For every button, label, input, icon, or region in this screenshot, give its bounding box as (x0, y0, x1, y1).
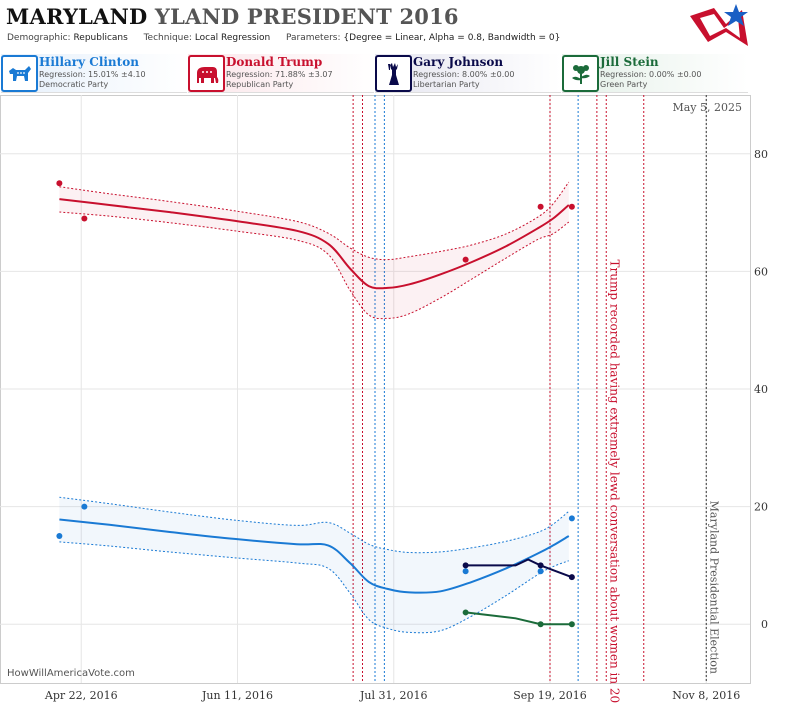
candidate-name: Hillary Clinton (39, 55, 139, 69)
page-title: MARYLAND YLAND PRESIDENT 2016 (6, 4, 459, 29)
band-upper (59, 181, 570, 261)
candidate-name: Jill Stein (600, 55, 659, 69)
site-logo-icon[interactable] (686, 2, 752, 48)
candidate-legend: Hillary Clinton Regression: 15.01% ±4.10… (0, 54, 789, 94)
confidence-band (59, 182, 569, 319)
candidate-regression: Regression: 0.00% ±0.00 (600, 70, 702, 79)
data-point (568, 621, 575, 628)
data-point (56, 533, 63, 539)
data-point (462, 609, 469, 616)
data-point (568, 574, 575, 581)
technique-value: Local Regression (194, 33, 271, 43)
candidate-party: Libertarian Party (413, 80, 480, 89)
y-tick-label: 0 (761, 618, 768, 631)
data-point (537, 203, 544, 210)
candidate-regression: Regression: 71.88% ±3.07 (226, 70, 333, 79)
candidate-card-trump[interactable]: Donald Trump Regression: 71.88% ±3.07 Re… (188, 54, 374, 93)
demographic-label: Demographic: (7, 33, 71, 43)
elephant-icon (188, 55, 225, 92)
data-point (537, 568, 544, 575)
candidate-card-clinton[interactable]: Hillary Clinton Regression: 15.01% ±4.10… (1, 54, 187, 93)
date-label: May 5, 2025 (672, 101, 742, 114)
technique-label: Technique: (143, 33, 192, 43)
data-point (568, 515, 575, 522)
confidence-band (59, 497, 569, 633)
y-tick-label: 60 (754, 265, 768, 278)
data-point (462, 562, 469, 569)
donkey-icon (1, 55, 38, 92)
band-lower (59, 211, 570, 320)
data-point (462, 256, 469, 263)
candidate-regression: Regression: 8.00% ±0.00 (413, 70, 515, 79)
event-annotation: Trump recorded having extremely lewd con… (607, 260, 621, 704)
candidate-name: Donald Trump (226, 55, 323, 69)
data-point (537, 562, 544, 569)
x-tick-label: Nov 8, 2016 (672, 689, 740, 702)
band-upper (59, 496, 570, 554)
data-point (568, 203, 575, 210)
x-tick-label: Jun 11, 2016 (201, 689, 273, 702)
candidate-party: Democratic Party (39, 80, 109, 89)
demographic-value: Republicans (73, 33, 128, 43)
series-line (465, 611, 572, 626)
regression-line (59, 518, 570, 594)
candidate-card-johnson[interactable]: Gary Johnson Regression: 8.00% ±0.00 Lib… (375, 54, 561, 93)
parameters-value: {Degree = Linear, Alpha = 0.8, Bandwidth… (343, 33, 561, 43)
regression-line (59, 198, 570, 290)
parameters-line: Demographic: Republicans Technique: Loca… (7, 33, 560, 43)
candidate-party: Republican Party (226, 80, 294, 89)
data-point (56, 180, 63, 187)
band-lower (59, 541, 569, 634)
x-tick-label: Jul 31, 2016 (359, 689, 428, 702)
y-tick-label: 20 (754, 501, 768, 514)
series-line (465, 558, 573, 579)
data-point (537, 621, 544, 628)
data-point (81, 215, 88, 222)
x-tick-label: Sep 19, 2016 (513, 689, 587, 702)
x-tick-label: Apr 22, 2016 (44, 689, 118, 702)
data-point (462, 568, 469, 575)
liberty-icon (375, 55, 412, 92)
flower-icon (562, 55, 599, 92)
title-rest: YLAND PRESIDENT 2016 (154, 4, 459, 29)
candidate-regression: Regression: 15.01% ±4.10 (39, 70, 146, 79)
parameters-label: Parameters: (285, 33, 341, 43)
y-tick-label: 40 (754, 383, 768, 396)
data-point (81, 503, 88, 510)
source-credit[interactable]: HowWillAmericaVote.com (7, 668, 135, 679)
y-tick-label: 80 (754, 148, 768, 161)
event-annotation: Maryland Presidential Election (707, 501, 720, 674)
candidate-party: Green Party (600, 80, 648, 89)
candidate-card-stein[interactable]: Jill Stein Regression: 0.00% ±0.00 Green… (562, 54, 748, 93)
candidate-name: Gary Johnson (413, 55, 504, 69)
title-state: MARYLAND (6, 4, 148, 29)
